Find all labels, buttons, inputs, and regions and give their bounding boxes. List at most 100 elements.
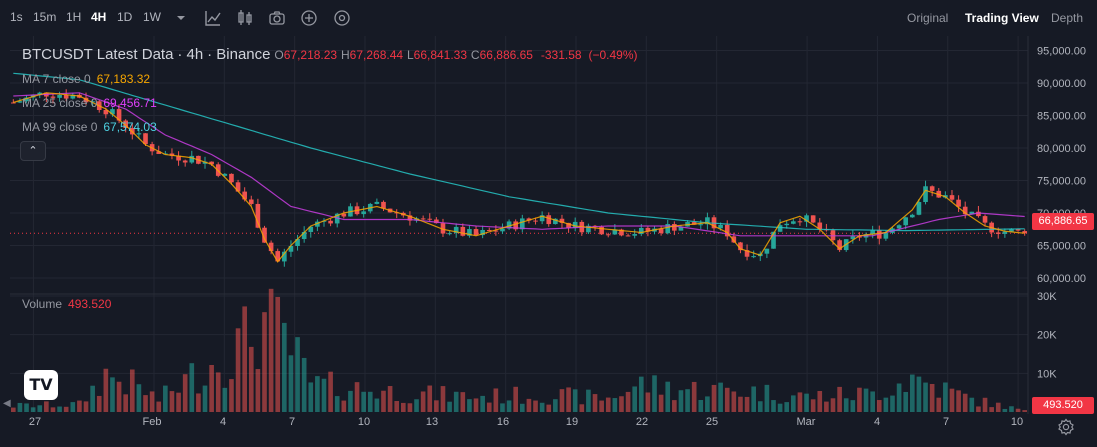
ma99-label: MA 99 close 0	[22, 120, 98, 134]
candle-body	[282, 251, 287, 262]
collapse-legend-button[interactable]: ⌃	[20, 141, 46, 161]
volume-bar	[777, 403, 783, 412]
view-depth[interactable]: Depth	[1051, 11, 1084, 25]
current-volume-tag: 493.520	[1032, 397, 1094, 414]
volume-bar	[37, 405, 43, 412]
candle-body	[453, 226, 459, 234]
candle-body	[791, 221, 796, 224]
candle-body	[156, 151, 162, 154]
candle-body	[718, 224, 723, 229]
ma7-label: MA 7 close 0	[22, 72, 91, 86]
volume-bar	[136, 384, 142, 412]
candle-body	[910, 214, 915, 218]
scroll-left-icon[interactable]: ◀	[3, 398, 11, 409]
candle-body	[209, 161, 214, 165]
candle-body	[17, 101, 23, 103]
candle-type-icon[interactable]	[236, 9, 254, 27]
candle-body	[83, 97, 89, 103]
candle-body	[381, 201, 386, 209]
volume-bar	[10, 407, 16, 412]
volume-bar	[215, 372, 221, 412]
volume-bar	[83, 401, 89, 412]
high-value: 67,268.44	[349, 48, 404, 62]
volume-bar	[645, 392, 651, 412]
interval-4h[interactable]: 4H	[91, 10, 107, 24]
candle-body	[63, 94, 69, 99]
candle-body	[896, 225, 902, 229]
camera-icon[interactable]	[268, 9, 286, 27]
volume-bar	[235, 328, 241, 412]
volume-bar	[44, 401, 49, 412]
chevron-down-icon[interactable]	[172, 9, 190, 27]
settings-circle-icon[interactable]	[333, 9, 351, 27]
top-toolbar: 1s 15m 1H 4H 1D 1W Original Trading View…	[0, 0, 1097, 36]
candle-body	[486, 229, 492, 231]
volume-bar	[176, 392, 181, 412]
candle-body	[599, 226, 604, 235]
time-axis-label: 22	[636, 416, 648, 428]
chart-canvas[interactable]: 95,000.00 90,000.00 85,000.00 80,000.00 75,0…	[0, 36, 1097, 447]
volume-bar	[612, 398, 618, 412]
volume-bar	[169, 391, 175, 412]
volume-bar	[24, 403, 29, 412]
volume-bar	[381, 390, 386, 412]
candle-body	[288, 245, 294, 252]
volume-bar	[407, 403, 413, 412]
volume-bar	[103, 368, 109, 412]
candle-body	[440, 223, 446, 234]
volume-bar	[956, 390, 961, 412]
volume-bar	[50, 407, 56, 412]
volume-bar	[579, 404, 585, 412]
candle-body	[123, 120, 128, 129]
ma7-legend[interactable]: MA 7 close 0 67,183.32	[22, 72, 150, 86]
ma99-legend[interactable]: MA 99 close 0 67,574.03	[22, 120, 157, 134]
volume-bar	[698, 399, 704, 412]
interval-1h[interactable]: 1H	[66, 10, 82, 24]
symbol-legend: BTCUSDT Latest Data · 4h · Binance O67,2…	[22, 46, 638, 63]
volume-bar	[989, 407, 994, 412]
interval-15m[interactable]: 15m	[33, 10, 57, 24]
indicators-icon[interactable]	[204, 9, 222, 27]
gear-icon[interactable]	[1057, 418, 1075, 436]
interval-1s[interactable]: 1s	[10, 10, 23, 24]
volume-bar	[374, 398, 380, 412]
volume-bar	[453, 391, 459, 412]
volume-bar	[995, 402, 1001, 412]
candle-body	[586, 225, 591, 233]
candle-body	[374, 201, 380, 204]
volume-bar	[1015, 408, 1021, 412]
candle-body	[771, 231, 776, 249]
candle-body	[777, 225, 783, 232]
volume-bar	[143, 395, 148, 412]
candle-body	[182, 160, 188, 163]
view-trading-view[interactable]: Trading View	[965, 11, 1039, 25]
candle-body	[810, 215, 816, 223]
volume-bar	[929, 383, 935, 412]
volume-bar	[685, 389, 690, 412]
candle-body	[526, 218, 532, 221]
volume-bar	[665, 381, 671, 412]
candle-body	[143, 133, 148, 145]
candle-body	[235, 182, 241, 192]
volume-bar	[70, 402, 76, 412]
candle-body	[328, 220, 333, 224]
time-axis-label: 25	[706, 416, 718, 428]
volume-bar	[1002, 408, 1008, 412]
current-price-tag: 66,886.65	[1032, 213, 1094, 230]
view-original[interactable]: Original	[907, 11, 949, 25]
symbol-exchange: Binance	[216, 46, 271, 63]
volume-bar	[711, 384, 717, 412]
plus-circle-icon[interactable]	[300, 9, 318, 27]
interval-1d[interactable]: 1D	[117, 10, 133, 24]
tradingview-logo[interactable]: TV	[24, 370, 58, 400]
candle-body	[361, 211, 366, 215]
ma25-legend[interactable]: MA 25 close 0 69,456.71	[22, 96, 157, 110]
interval-1w[interactable]: 1W	[143, 10, 161, 24]
candle-body	[301, 231, 307, 240]
candle-body	[519, 218, 525, 230]
candle-body	[969, 211, 975, 215]
volume-bar	[354, 382, 360, 412]
volume-bar	[229, 379, 234, 412]
time-axis-label: 19	[566, 416, 578, 428]
volume-bar	[863, 388, 869, 412]
